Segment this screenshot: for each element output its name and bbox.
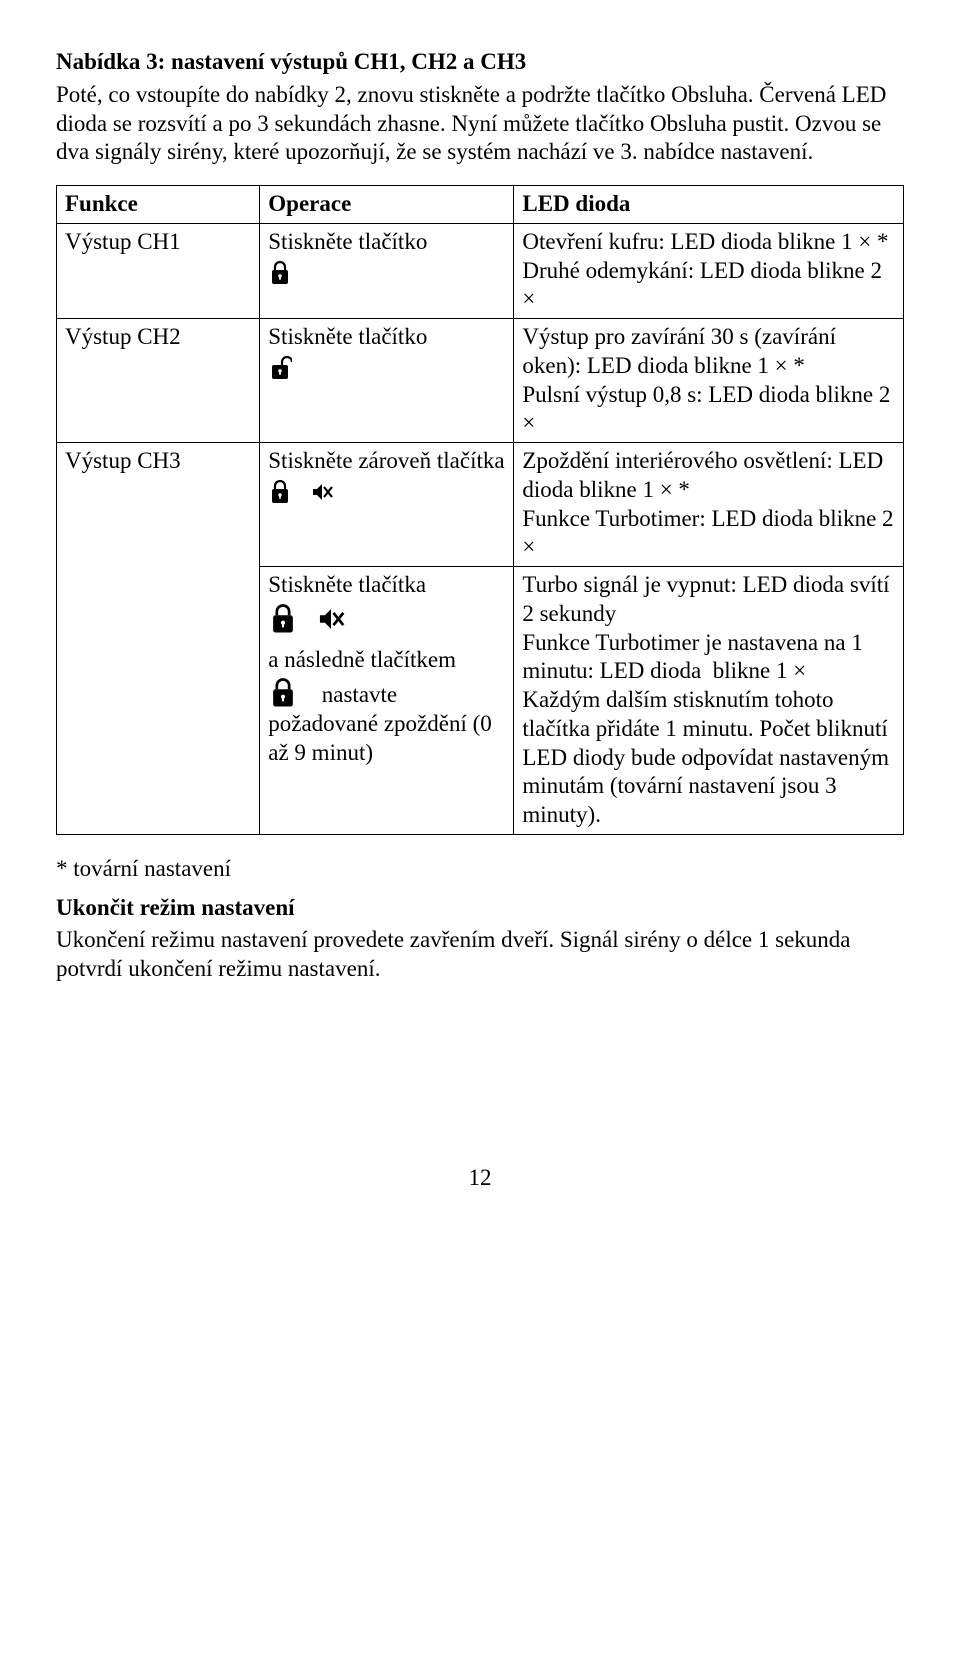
cell-led: Turbo signál je vypnut: LED dioda svítí … [514, 567, 904, 835]
table-row: Výstup CH2 Stiskněte tlačítko Výstup pro… [57, 319, 904, 443]
op-text: Stiskněte zároveň tlačítka [268, 448, 504, 473]
table-row: Výstup CH1 Stiskněte tlačítko Otevření k… [57, 223, 904, 318]
th-operace: Operace [260, 186, 514, 224]
op-text: a následně tlačítkem [268, 646, 505, 675]
lock-closed-icon [268, 603, 298, 635]
cell-led: Zpoždění interiérového osvětlení: LED di… [514, 443, 904, 567]
lock-closed-icon [268, 479, 292, 505]
cell-operace: Stiskněte tlačítka a následně tlačítkem … [260, 567, 514, 835]
lock-closed-icon [268, 260, 292, 286]
op-text: nastavte požadované zpoždění (0 až 9 min… [268, 682, 492, 765]
table-row: Výstup CH3 Stiskněte zároveň tlačítka Zp… [57, 443, 904, 567]
cell-operace: Stiskněte zároveň tlačítka [260, 443, 514, 567]
op-text: Stiskněte tlačítko [268, 229, 427, 254]
th-led: LED dioda [514, 186, 904, 224]
cell-operace: Stiskněte tlačítko [260, 319, 514, 443]
lock-open-icon [268, 355, 292, 381]
intro-text: Poté, co vstoupíte do nabídky 2, znovu s… [56, 81, 904, 167]
cell-led: Otevření kufru: LED dioda blikne 1 × * D… [514, 223, 904, 318]
cell-funkce: Výstup CH1 [57, 223, 260, 318]
op-text: Stiskněte tlačítka [268, 571, 505, 600]
cell-led: Výstup pro zavírání 30 s (zavírání oken)… [514, 319, 904, 443]
th-funkce: Funkce [57, 186, 260, 224]
cell-funkce: Výstup CH3 [57, 443, 260, 835]
section-heading: Nabídka 3: nastavení výstupů CH1, CH2 a … [56, 49, 526, 74]
page-number: 12 [56, 1164, 904, 1193]
mute-icon [310, 479, 334, 505]
settings-table: Funkce Operace LED dioda Výstup CH1 Stis… [56, 185, 904, 835]
cell-operace: Stiskněte tlačítko [260, 223, 514, 318]
end-text: Ukončení režimu nastavení provedete zavř… [56, 926, 904, 984]
end-heading: Ukončit režim nastavení [56, 895, 295, 920]
lock-closed-icon [268, 677, 298, 709]
footnote: * tovární nastavení [56, 855, 904, 884]
mute-icon [316, 603, 346, 635]
op-text: Stiskněte tlačítko [268, 324, 427, 349]
cell-funkce: Výstup CH2 [57, 319, 260, 443]
